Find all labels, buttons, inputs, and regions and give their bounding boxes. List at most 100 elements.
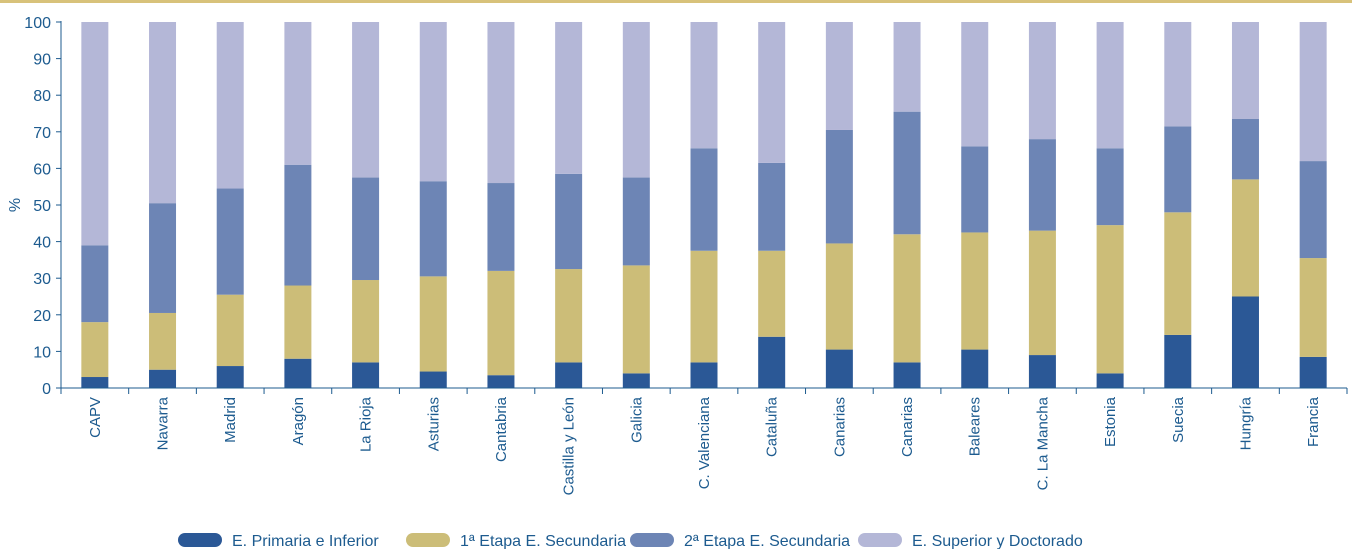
bar-segment-11-series-2 xyxy=(758,250,786,337)
bar-segment-13-series-3 xyxy=(893,111,921,235)
x-category-label: Francia xyxy=(1305,396,1322,447)
y-tick-label: 80 xyxy=(33,88,51,105)
bar-segment-15-series-3 xyxy=(1028,139,1056,231)
bar-segment-4-series-4 xyxy=(284,22,312,165)
bar-segment-18-series-3 xyxy=(1231,118,1259,180)
bar-segment-18-series-4 xyxy=(1231,22,1259,119)
bar-segment-17-series-2 xyxy=(1164,212,1192,335)
y-tick-label: 90 xyxy=(33,52,51,69)
bar-segment-16-series-1 xyxy=(1096,373,1124,388)
bar-segment-10-series-1 xyxy=(690,362,718,388)
bar-segment-3-series-3 xyxy=(216,188,244,295)
legend-label: E. Superior y Doctorado xyxy=(912,533,1083,549)
bar-segment-1-series-1 xyxy=(81,377,109,388)
bar-segment-6-series-4 xyxy=(419,22,447,182)
bar-segment-18-series-1 xyxy=(1231,296,1259,388)
bar-segment-10-series-3 xyxy=(690,148,718,251)
bar-segment-9-series-3 xyxy=(622,177,650,266)
bar-segment-5-series-3 xyxy=(352,177,380,281)
bar-segment-15-series-4 xyxy=(1028,22,1056,140)
bar-segment-10-series-4 xyxy=(690,22,718,149)
x-category-label: C. La Mancha xyxy=(1034,396,1051,490)
y-tick-label: 20 xyxy=(33,308,51,325)
x-category-label: Canarias xyxy=(899,397,916,457)
bar-segment-19-series-1 xyxy=(1299,356,1327,388)
bar-segment-17-series-3 xyxy=(1164,126,1192,213)
y-tick-label: 0 xyxy=(42,381,51,398)
bar-segment-11-series-1 xyxy=(758,336,786,388)
x-category-label: Castilla y León xyxy=(561,397,578,495)
x-category-label: Cantabria xyxy=(493,396,510,462)
x-category-label: Galicia xyxy=(628,396,645,443)
bar-segment-16-series-3 xyxy=(1096,148,1124,226)
bar-segment-4-series-2 xyxy=(284,285,312,359)
y-tick-label: 70 xyxy=(33,125,51,142)
bar-segment-2-series-2 xyxy=(149,312,177,370)
bar-segment-16-series-4 xyxy=(1096,22,1124,149)
bar-segment-3-series-4 xyxy=(216,22,244,189)
bar-segment-12-series-3 xyxy=(825,129,853,244)
x-category-label: Madrid xyxy=(222,397,239,443)
bar-segment-11-series-4 xyxy=(758,22,786,163)
x-category-label: Canarias xyxy=(831,397,848,457)
x-category-label: Hungría xyxy=(1237,396,1254,450)
x-category-label: Navarra xyxy=(155,396,172,450)
bar-segment-14-series-3 xyxy=(961,146,989,233)
x-axis: CAPV Navarra Madrid Aragón La Rioja Asturias C… xyxy=(60,387,1348,495)
bar-segment-1-series-2 xyxy=(81,322,109,378)
bar-segment-5-series-2 xyxy=(352,280,380,363)
bar-segment-11-series-3 xyxy=(758,162,786,251)
bar-segment-12-series-4 xyxy=(825,22,853,130)
bar-segment-19-series-2 xyxy=(1299,258,1327,357)
bar-segment-6-series-2 xyxy=(419,276,447,372)
bar-segment-2-series-4 xyxy=(149,22,177,204)
x-category-label: Cataluña xyxy=(764,396,781,457)
bar-segment-12-series-2 xyxy=(825,243,853,350)
bar-segment-17-series-4 xyxy=(1164,22,1192,127)
legend-swatch xyxy=(406,533,450,547)
bar-segment-6-series-3 xyxy=(419,181,447,277)
bar-segment-19-series-4 xyxy=(1299,22,1327,162)
bar-segment-15-series-1 xyxy=(1028,355,1056,388)
bar-segment-5-series-4 xyxy=(352,22,380,178)
y-tick-label: 30 xyxy=(33,271,51,288)
y-tick-label: 60 xyxy=(33,161,51,178)
x-category-label: Aragón xyxy=(290,397,307,445)
bar-segment-2-series-3 xyxy=(149,203,177,313)
legend-label: 1ª Etapa E. Secundaria xyxy=(460,533,626,549)
x-category-label: Suecia xyxy=(1170,396,1187,443)
bar-segment-8-series-2 xyxy=(555,269,583,363)
x-category-label: Asturias xyxy=(425,397,442,451)
y-axis: 0 10 20 30 40 50 60 70 80 90 100 xyxy=(24,15,62,398)
bar-segment-2-series-1 xyxy=(149,369,177,388)
bar-segment-8-series-4 xyxy=(555,22,583,174)
y-tick-label: 10 xyxy=(33,344,51,361)
bar-segment-6-series-1 xyxy=(419,371,447,388)
y-tick-label: 100 xyxy=(24,15,51,32)
bar-segment-14-series-1 xyxy=(961,349,989,388)
x-category-label: C. Valenciana xyxy=(696,396,713,489)
bar-segment-12-series-1 xyxy=(825,349,853,388)
bar-segment-8-series-1 xyxy=(555,362,583,388)
bar-segment-3-series-1 xyxy=(216,366,244,388)
bar-segment-1-series-4 xyxy=(81,22,109,246)
bar-segment-10-series-2 xyxy=(690,250,718,363)
bar-segment-18-series-2 xyxy=(1231,179,1259,297)
bar-segment-4-series-1 xyxy=(284,358,312,388)
legend-label: 2ª Etapa E. Secundaria xyxy=(684,533,850,549)
bar-segment-4-series-3 xyxy=(284,164,312,286)
x-category-label: CAPV xyxy=(87,397,104,438)
y-tick-label: 40 xyxy=(33,235,51,252)
bar-segment-1-series-3 xyxy=(81,245,109,323)
bar-segment-19-series-3 xyxy=(1299,161,1327,259)
legend-label: E. Primaria e Inferior xyxy=(232,533,379,549)
bar-segment-13-series-4 xyxy=(893,22,921,112)
bar-segment-17-series-1 xyxy=(1164,334,1192,388)
bar-segment-9-series-1 xyxy=(622,373,650,388)
bar-segment-9-series-4 xyxy=(622,22,650,178)
legend: E. Primaria e Inferior 1ª Etapa E. Secund… xyxy=(178,533,1083,549)
bar-segment-7-series-1 xyxy=(487,375,515,388)
bar-segment-14-series-4 xyxy=(961,22,989,147)
legend-swatch xyxy=(858,533,902,547)
